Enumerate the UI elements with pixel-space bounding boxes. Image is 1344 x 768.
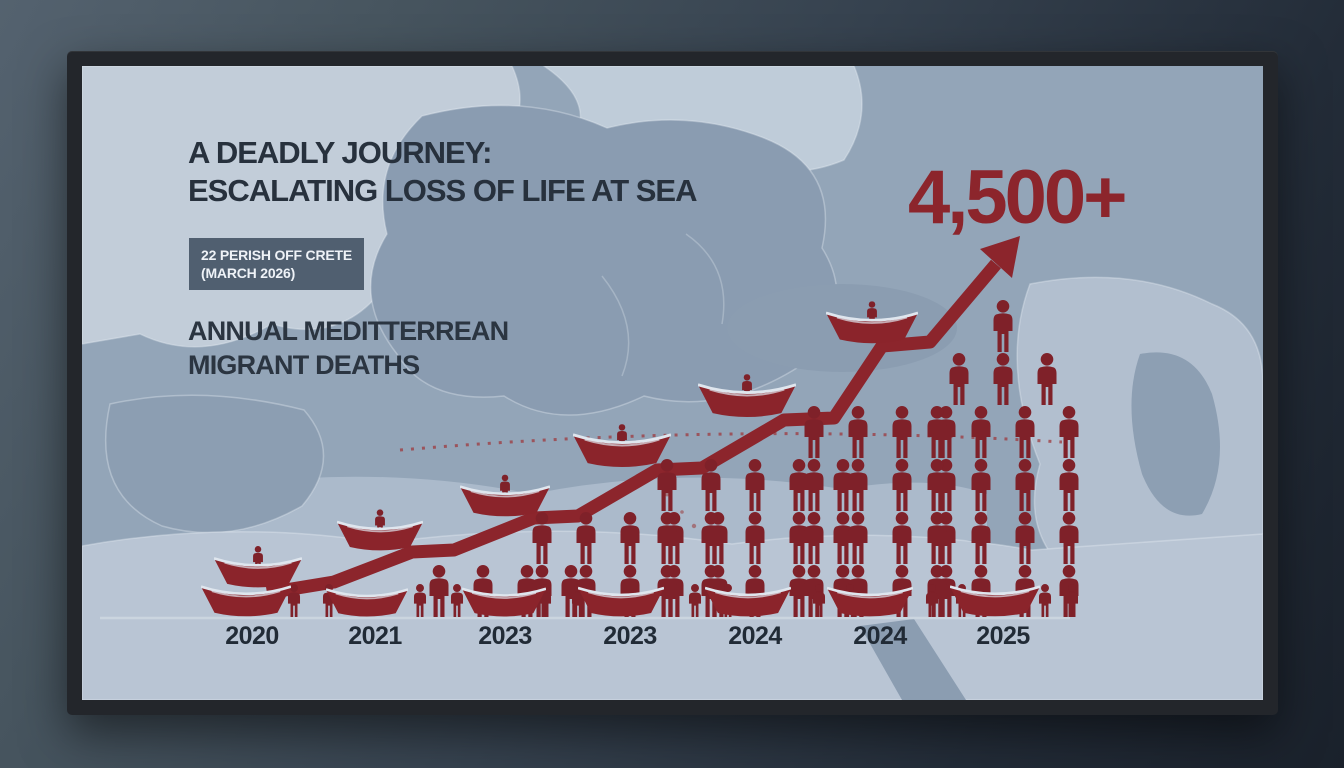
badge-line2: (MARCH 2026) xyxy=(201,265,296,281)
crete-incident-badge: 22 PERISH OFF CRETE (MARCH 2026) xyxy=(189,238,365,290)
trend-arrow-icon xyxy=(265,236,1020,600)
tv-frame: 2020 2021 2023 2023 2024 2024 2025 A DEADLY JO… xyxy=(67,51,1278,715)
subtitle-line1: ANNUAL MEDITTERREAN xyxy=(188,316,509,346)
infographic-screen: 2020 2021 2023 2023 2024 2024 2025 A DEADLY JO… xyxy=(82,66,1263,700)
badge-line1: 22 PERISH OFF CRETE xyxy=(201,247,353,263)
peak-death-toll: 4,500+ xyxy=(908,155,1128,240)
dotted-route-line xyxy=(399,432,1063,452)
infographic-subtitle: ANNUAL MEDITTERREAN MIGRANT DEATHS xyxy=(188,314,509,382)
title-line2: ESCALATING LOSS OF LIFE AT SEA xyxy=(188,173,697,208)
infographic-title: A DEADLY JOURNEY: ESCALATING LOSS OF LIF… xyxy=(188,134,697,210)
title-line1: A DEADLY JOURNEY: xyxy=(188,135,492,170)
map-and-chart-canvas xyxy=(82,66,1263,700)
subtitle-line2: MIGRANT DEATHS xyxy=(188,350,420,380)
